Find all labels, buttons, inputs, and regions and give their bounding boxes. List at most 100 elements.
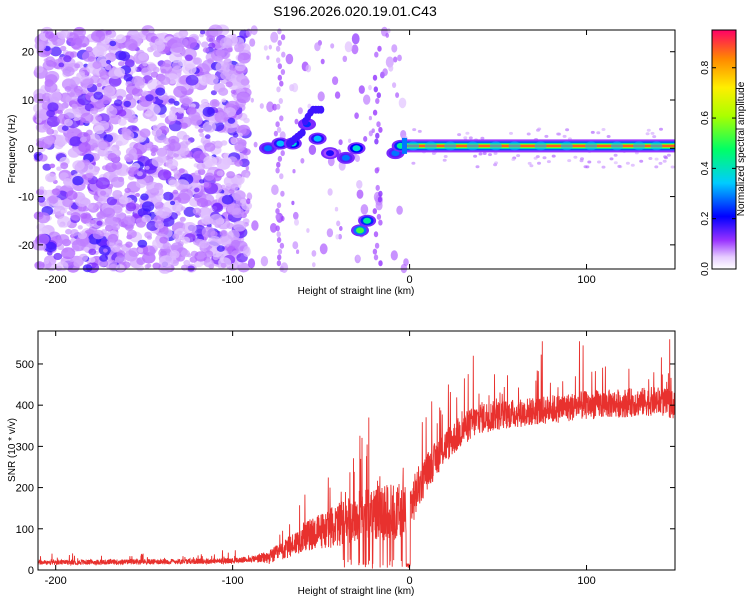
noise-blob: [208, 42, 216, 49]
noise-blob: [62, 198, 73, 208]
noise-blob: [253, 141, 258, 148]
noise-blob: [182, 137, 188, 142]
noise-blob: [95, 177, 110, 190]
noise-blob: [300, 158, 305, 164]
noise-blob: [225, 81, 233, 88]
noise-blob: [46, 128, 55, 135]
noise-blob: [122, 130, 135, 141]
noise-blob: [92, 142, 98, 147]
noise-streak: [377, 45, 382, 52]
noise-blob: [138, 52, 148, 61]
noise-streak: [279, 173, 284, 180]
noise-blob: [551, 154, 556, 158]
noise-streak: [374, 51, 379, 58]
noise-blob: [173, 169, 179, 175]
y-tick-label: -10: [18, 192, 34, 204]
noise-blob: [143, 143, 153, 151]
snr-series: [37, 339, 676, 569]
noise-blob: [67, 147, 80, 158]
noise-blob: [400, 263, 408, 274]
noise-blob: [94, 147, 100, 152]
noise-streak: [279, 115, 284, 122]
noise-blob: [297, 107, 303, 115]
noise-blob: [51, 188, 61, 196]
noise-blob: [587, 160, 592, 164]
noise-blob: [210, 90, 217, 96]
noise-blob: [659, 127, 663, 131]
noise-blob: [56, 166, 62, 171]
noise-blob: [168, 141, 181, 152]
noise-blob: [181, 236, 191, 244]
noise-blob: [141, 201, 155, 212]
noise-blob: [173, 152, 180, 158]
noise-blob: [646, 128, 651, 132]
noise-blob: [645, 132, 650, 136]
noise-blob: [442, 158, 447, 162]
noise-blob: [457, 133, 462, 137]
noise-blob: [237, 132, 243, 138]
noise-blob: [60, 162, 69, 170]
snr-y-ticks: 0 100 200 300 400 500: [16, 359, 675, 577]
noise-blob: [93, 125, 105, 135]
y-tick-label: 400: [16, 400, 34, 412]
noise-blob: [334, 91, 341, 99]
noise-blob: [152, 124, 159, 130]
noise-blob: [106, 106, 118, 116]
noise-blob: [88, 248, 97, 255]
noise-blob: [193, 57, 202, 65]
noise-blob: [180, 249, 190, 258]
noise-blob: [219, 37, 233, 49]
noise-blob: [334, 206, 339, 212]
noise-streak: [375, 184, 380, 191]
noise-blob: [197, 168, 206, 176]
noise-blob: [396, 205, 403, 215]
noise-blob: [236, 91, 251, 104]
spectrogram-y-ticks: -20 -10 0 10 20: [18, 47, 675, 252]
noise-streak: [276, 237, 282, 243]
noise-blob: [62, 66, 75, 77]
noise-blob: [64, 118, 73, 127]
noise-streak: [275, 225, 280, 232]
noise-blob: [125, 202, 137, 212]
noise-blob: [234, 159, 243, 167]
noise-blob: [73, 259, 82, 268]
noise-blob: [205, 134, 211, 139]
signal-ridge-knot: [534, 141, 547, 151]
noise-blob: [124, 38, 138, 51]
noise-blob: [179, 188, 194, 201]
signal-ridge-knot: [424, 141, 437, 151]
signal-feature: [326, 150, 334, 157]
noise-blob: [123, 73, 133, 82]
noise-blob: [565, 128, 570, 132]
noise-blob: [208, 236, 222, 248]
noise-blob: [105, 30, 112, 35]
noise-blob: [654, 165, 659, 169]
noise-blob: [213, 82, 226, 93]
noise-blob: [156, 147, 168, 157]
spectrogram-signal-layer: [259, 105, 675, 237]
noise-streak: [372, 208, 377, 215]
noise-blob: [210, 230, 218, 237]
noise-blob: [204, 250, 214, 258]
noise-blob: [230, 138, 237, 144]
noise-blob: [70, 76, 81, 86]
noise-blob: [52, 40, 58, 46]
noise-blob: [104, 216, 119, 229]
noise-blob: [567, 159, 572, 163]
noise-blob: [342, 55, 348, 62]
noise-blob: [245, 165, 249, 171]
noise-blob: [181, 98, 192, 107]
noise-streak: [277, 63, 282, 70]
noise-blob: [230, 89, 236, 95]
noise-blob: [194, 251, 207, 262]
noise-blob: [219, 50, 230, 59]
noise-blob: [79, 136, 87, 143]
noise-blob: [147, 103, 161, 115]
noise-blob: [326, 228, 334, 238]
noise-blob: [146, 235, 152, 240]
noise-blob: [526, 132, 531, 136]
colorbar: 0.0 0.2 0.4 0.6 0.8 Normalized spectral ampl…: [700, 29, 747, 276]
noise-blob: [203, 155, 218, 168]
noise-blob: [152, 262, 161, 270]
noise-streak: [276, 260, 282, 267]
